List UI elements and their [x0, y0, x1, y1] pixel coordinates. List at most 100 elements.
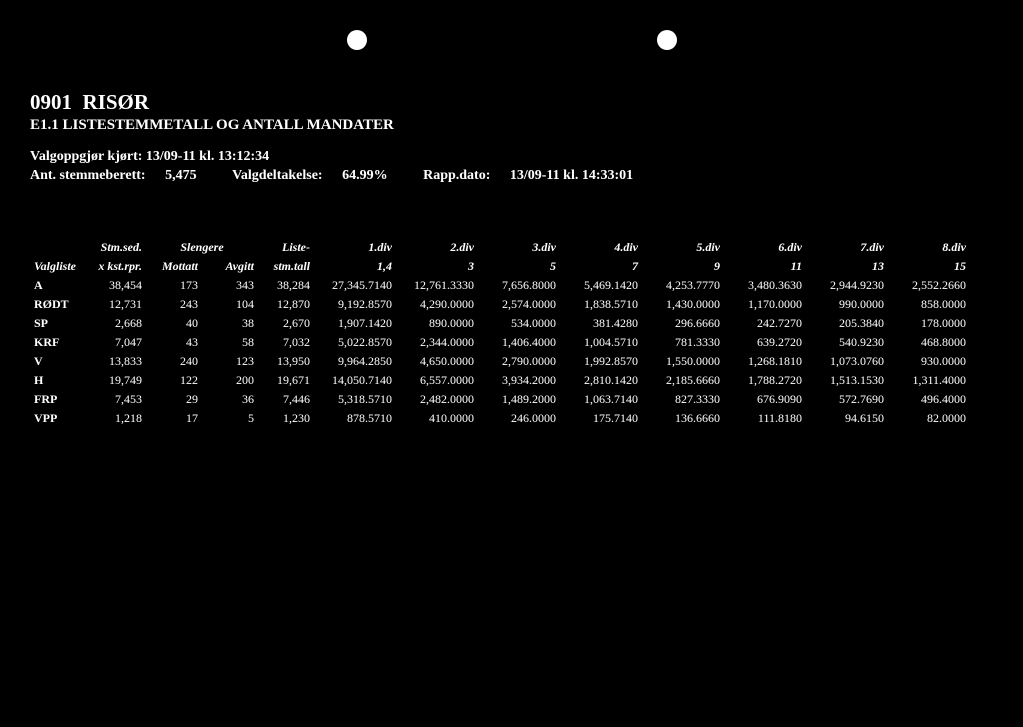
value-cell: 111.8180	[724, 409, 806, 428]
col-div1: 1.div	[314, 238, 396, 257]
value-cell: 13,833	[90, 352, 146, 371]
value-cell: 3,480.3630	[724, 276, 806, 295]
value-cell: 2,668	[90, 314, 146, 333]
value-cell: 1,063.7140	[560, 390, 642, 409]
value-cell: 890.0000	[396, 314, 478, 333]
col-div3: 3.div	[478, 238, 560, 257]
value-cell: 639.2720	[724, 333, 806, 352]
value-cell: 296.6660	[642, 314, 724, 333]
valgoppgjor-label: Valgoppgjør kjørt:	[30, 149, 142, 164]
value-cell: 5,022.8570	[314, 333, 396, 352]
value-cell: 1,004.5710	[560, 333, 642, 352]
value-cell: 878.5710	[314, 409, 396, 428]
table-row: SP2,66840382,6701,907.1420890.0000534.00…	[30, 314, 970, 333]
col-valgliste: Valgliste	[30, 257, 90, 276]
value-cell: 1,430.0000	[642, 295, 724, 314]
col-blank	[30, 238, 90, 257]
table-row: FRP7,45329367,4465,318.57102,482.00001,4…	[30, 390, 970, 409]
party-cell: KRF	[30, 333, 90, 352]
value-cell: 468.8000	[888, 333, 970, 352]
col-stm-tall: stm.tall	[258, 257, 314, 276]
meta: Valgoppgjør kjørt: 13/09-11 kl. 13:12:34…	[30, 148, 993, 186]
value-cell: 19,749	[90, 371, 146, 390]
party-cell: VPP	[30, 409, 90, 428]
value-cell: 36	[202, 390, 258, 409]
value-cell: 58	[202, 333, 258, 352]
value-cell: 1,838.5710	[560, 295, 642, 314]
value-cell: 243	[146, 295, 202, 314]
party-cell: A	[30, 276, 90, 295]
value-cell: 2,790.0000	[478, 352, 560, 371]
value-cell: 410.0000	[396, 409, 478, 428]
col-div5: 5.div	[642, 238, 724, 257]
value-cell: 240	[146, 352, 202, 371]
value-cell: 7,656.8000	[478, 276, 560, 295]
table-row: RØDT12,73124310412,8709,192.85704,290.00…	[30, 295, 970, 314]
col-stm-sed: Stm.sed.	[90, 238, 146, 257]
rapp-value: 13/09-11 kl. 14:33:01	[510, 168, 633, 183]
col-div8: 8.div	[888, 238, 970, 257]
value-cell: 7,453	[90, 390, 146, 409]
value-cell: 496.4000	[888, 390, 970, 409]
title-name: RISØR	[83, 90, 150, 114]
value-cell: 40	[146, 314, 202, 333]
deltakelse-label: Valgdeltakelse:	[232, 168, 322, 183]
value-cell: 205.3840	[806, 314, 888, 333]
value-cell: 38,454	[90, 276, 146, 295]
value-cell: 43	[146, 333, 202, 352]
value-cell: 200	[202, 371, 258, 390]
table-row: H19,74912220019,67114,050.71406,557.0000…	[30, 371, 970, 390]
col-slengere: Slengere	[146, 238, 258, 257]
value-cell: 242.7270	[724, 314, 806, 333]
value-cell: 94.6150	[806, 409, 888, 428]
title-code: 0901	[30, 90, 72, 114]
data-table: Stm.sed. Slengere Liste- 1.div 2.div 3.d…	[30, 238, 970, 428]
party-cell: H	[30, 371, 90, 390]
value-cell: 2,670	[258, 314, 314, 333]
value-cell: 1,406.4000	[478, 333, 560, 352]
value-cell: 781.3330	[642, 333, 724, 352]
value-cell: 1,073.0760	[806, 352, 888, 371]
value-cell: 343	[202, 276, 258, 295]
title: 0901 RISØR	[30, 90, 993, 115]
meta-line2: Ant. stemmeberett: 5,475 Valgdeltakelse:…	[30, 167, 993, 186]
col-div3b: 5	[478, 257, 560, 276]
value-cell: 1,230	[258, 409, 314, 428]
value-cell: 1,311.4000	[888, 371, 970, 390]
value-cell: 12,731	[90, 295, 146, 314]
value-cell: 7,032	[258, 333, 314, 352]
value-cell: 173	[146, 276, 202, 295]
value-cell: 9,964.2850	[314, 352, 396, 371]
value-cell: 12,870	[258, 295, 314, 314]
value-cell: 2,344.0000	[396, 333, 478, 352]
value-cell: 246.0000	[478, 409, 560, 428]
value-cell: 136.6660	[642, 409, 724, 428]
header-row-bot: Valgliste x kst.rpr. Mottatt Avgitt stm.…	[30, 257, 970, 276]
value-cell: 4,650.0000	[396, 352, 478, 371]
col-div4b: 7	[560, 257, 642, 276]
table-body: A38,45417334338,28427,345.714012,761.333…	[30, 276, 970, 428]
value-cell: 858.0000	[888, 295, 970, 314]
col-x-kstrpr: x kst.rpr.	[90, 257, 146, 276]
col-liste: Liste-	[258, 238, 314, 257]
value-cell: 9,192.8570	[314, 295, 396, 314]
value-cell: 1,513.1530	[806, 371, 888, 390]
value-cell: 29	[146, 390, 202, 409]
col-div2: 2.div	[396, 238, 478, 257]
value-cell: 17	[146, 409, 202, 428]
rapp-label: Rapp.dato:	[423, 168, 490, 183]
value-cell: 123	[202, 352, 258, 371]
value-cell: 19,671	[258, 371, 314, 390]
party-cell: SP	[30, 314, 90, 333]
value-cell: 7,446	[258, 390, 314, 409]
col-div1b: 1,4	[314, 257, 396, 276]
col-mottatt: Mottatt	[146, 257, 202, 276]
value-cell: 540.9230	[806, 333, 888, 352]
subtitle: E1.1 LISTESTEMMETALL OG ANTALL MANDATER	[30, 117, 993, 134]
value-cell: 534.0000	[478, 314, 560, 333]
col-div5b: 9	[642, 257, 724, 276]
hole-right	[657, 30, 677, 50]
value-cell: 3,934.2000	[478, 371, 560, 390]
table-row: A38,45417334338,28427,345.714012,761.333…	[30, 276, 970, 295]
meta-line1: Valgoppgjør kjørt: 13/09-11 kl. 13:12:34	[30, 148, 993, 167]
